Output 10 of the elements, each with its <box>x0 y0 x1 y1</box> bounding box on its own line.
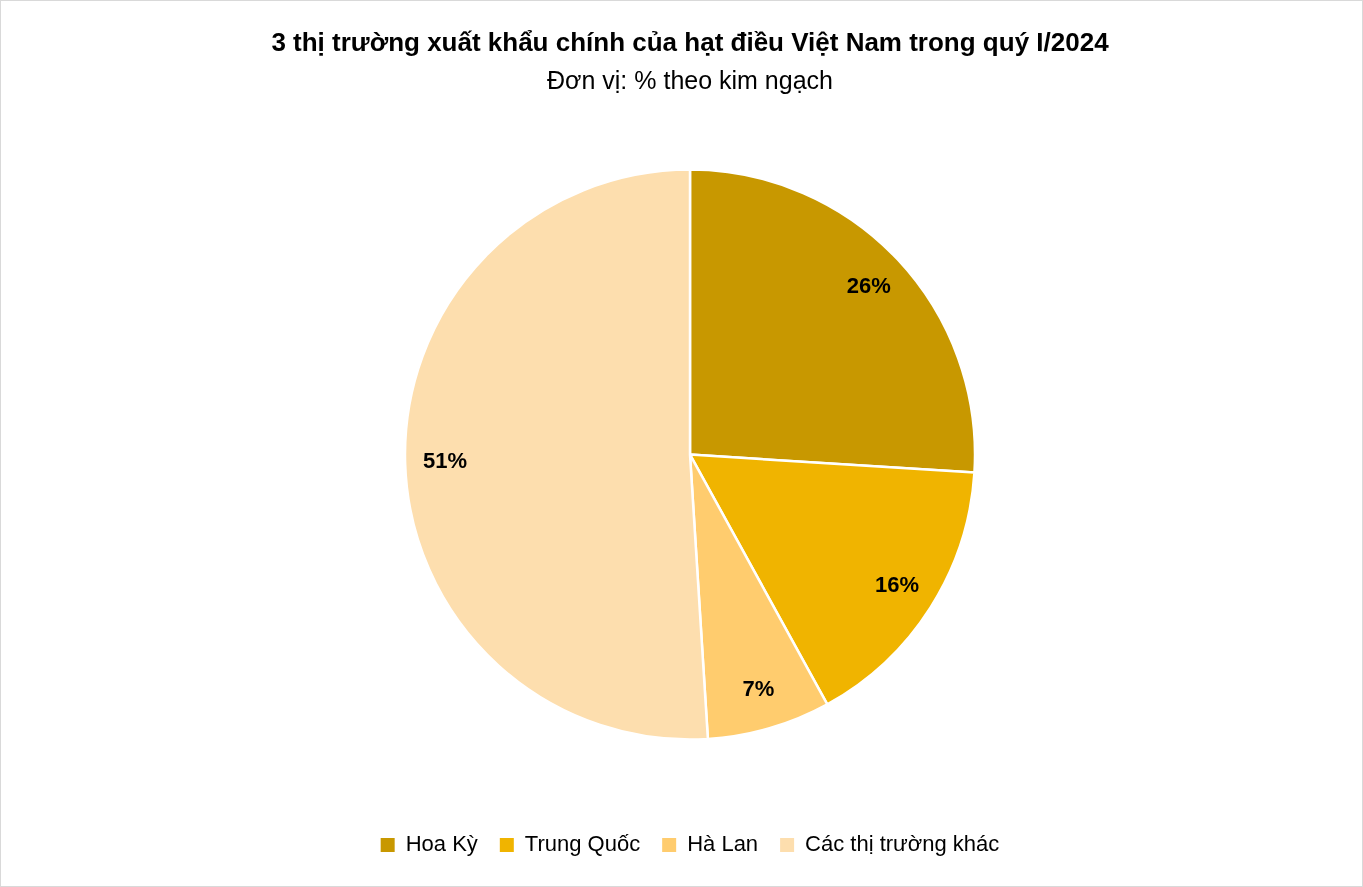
chart-subtitle: Đơn vị: % theo kim ngạch <box>547 66 833 95</box>
legend-label: Các thị trường khác <box>805 831 1000 857</box>
legend-label: Trung Quốc <box>524 831 641 857</box>
chart-title: 3 thị trường xuất khẩu chính của hạt điều Việt Nam trong quý I/2024 <box>271 26 1110 57</box>
data-label: 16% <box>874 571 919 597</box>
legend-label: Hoa Kỳ <box>405 831 478 857</box>
legend-label: Hà Lan <box>687 831 759 857</box>
data-label: 26% <box>846 272 891 298</box>
data-label: 51% <box>423 448 468 474</box>
data-label: 7% <box>742 676 775 702</box>
